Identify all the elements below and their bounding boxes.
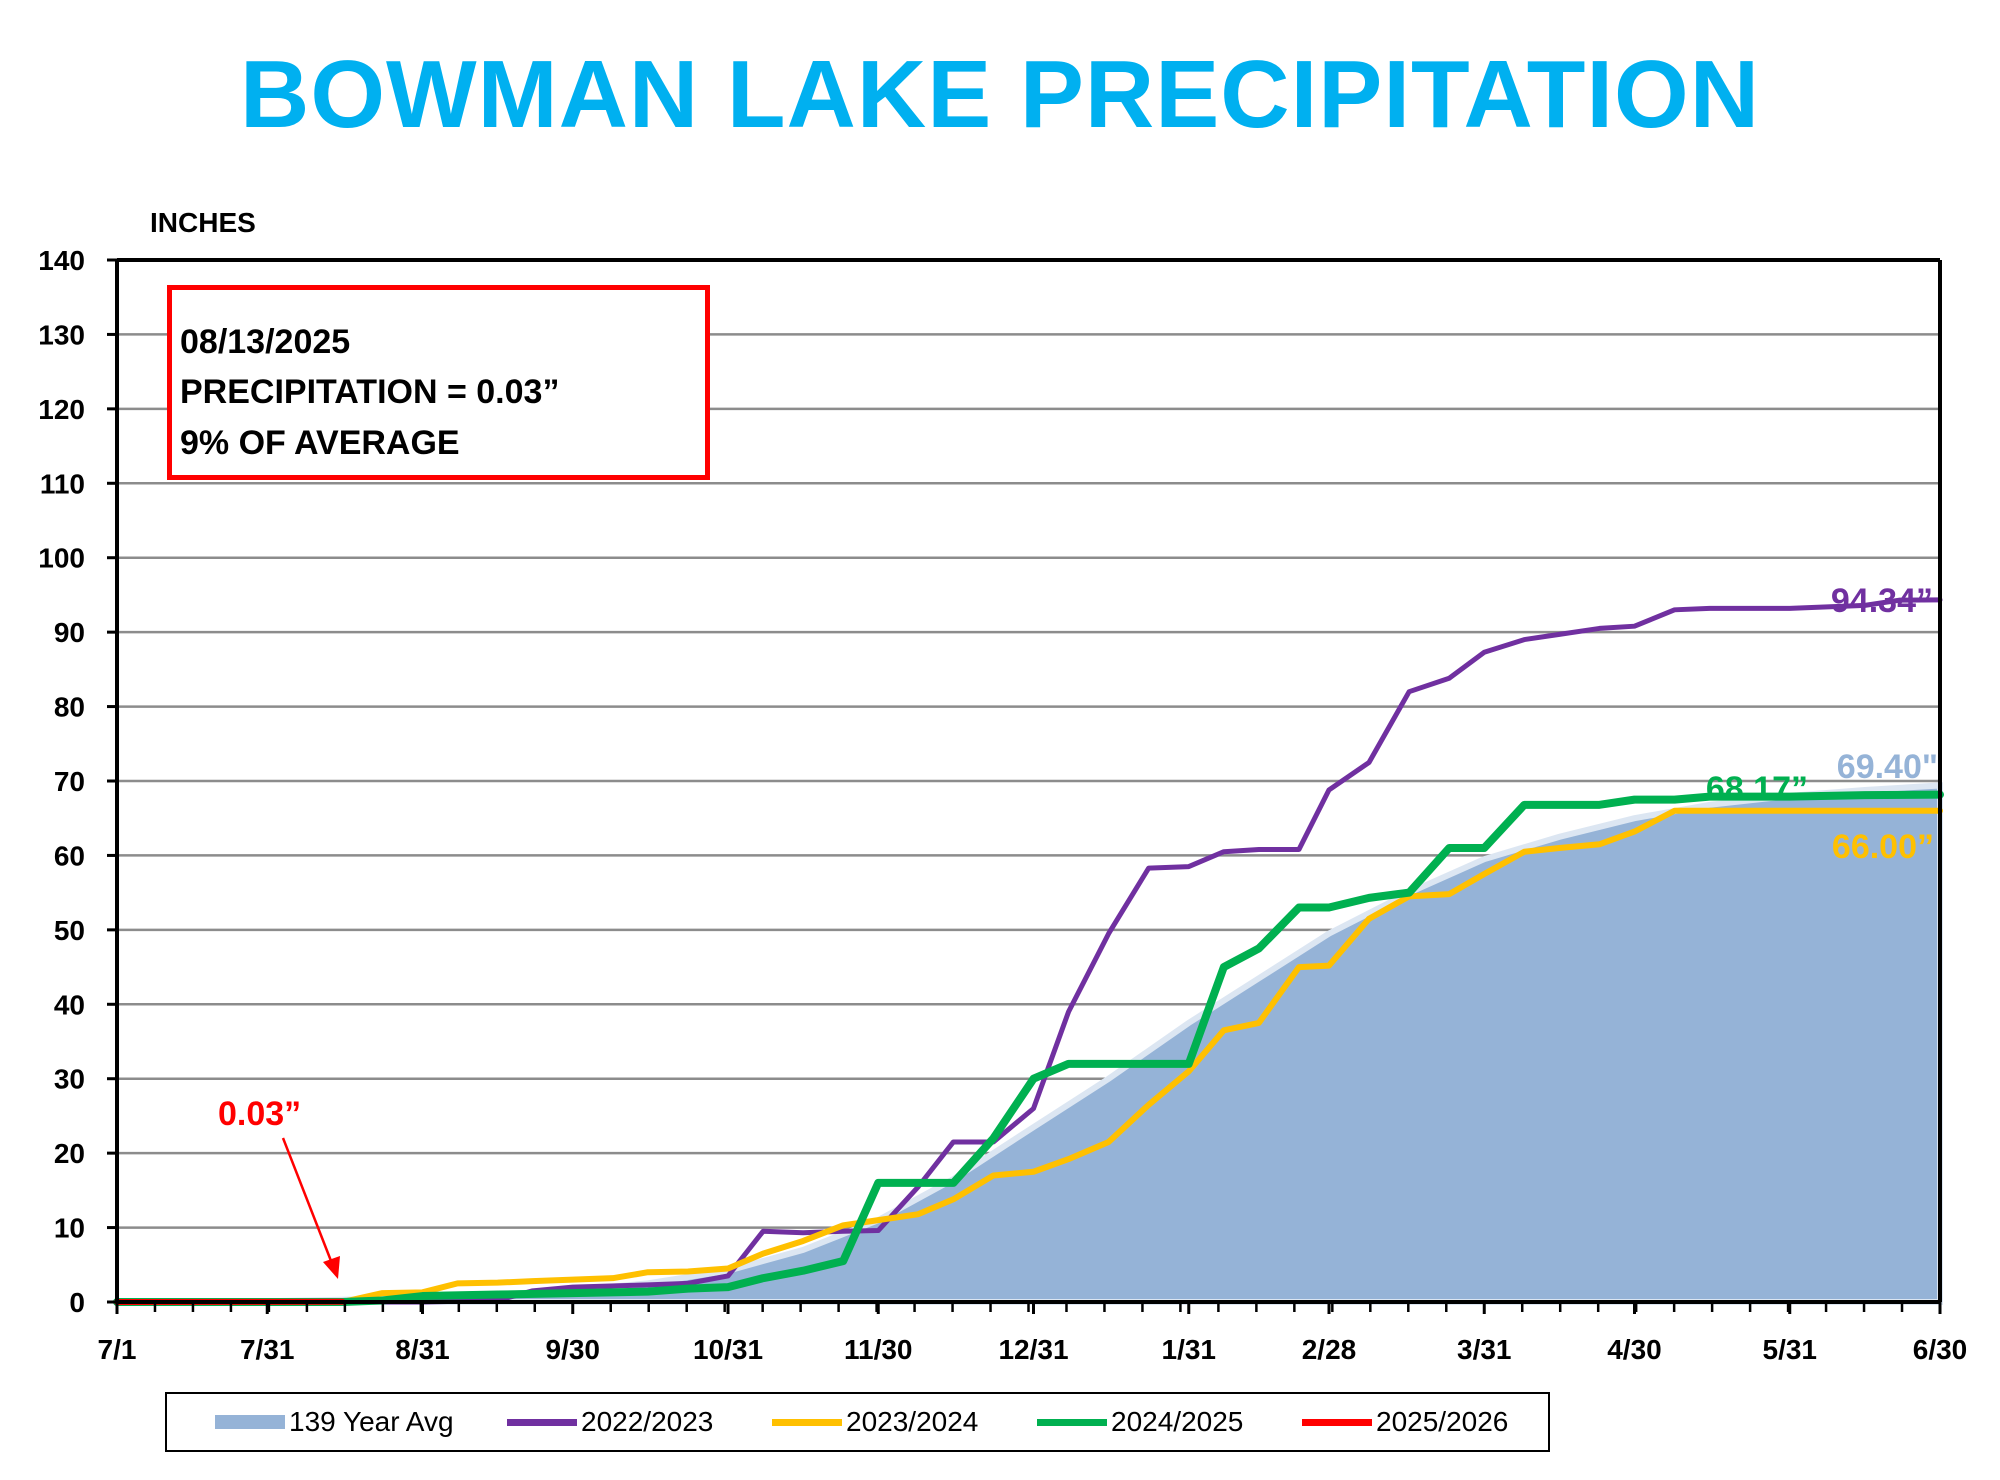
y-tick-label-140: 140 [38, 245, 85, 276]
legend-swatch [215, 1415, 285, 1429]
end-label-2023-2024: 66.00” [1832, 828, 1934, 866]
legend-label: 2024/2025 [1111, 1406, 1244, 1437]
x-tick-label-2-28: 2/28 [1302, 1334, 1357, 1365]
x-tick-label-4-30: 4/30 [1607, 1334, 1662, 1365]
y-tick-label-110: 110 [40, 468, 85, 499]
y-tick-label-100: 100 [38, 543, 85, 574]
legend-swatch [507, 1418, 577, 1426]
annotation-arrowhead-icon [323, 1256, 340, 1279]
y-tick-label-120: 120 [38, 394, 85, 425]
y-tick-label-80: 80 [54, 692, 85, 723]
legend-item-139-Year-Avg: 139 Year Avg [215, 1394, 454, 1450]
legend-item-2025-2026: 2025/2026 [1302, 1394, 1508, 1450]
y-axis-unit-label: INCHES [150, 207, 256, 238]
legend-label: 2022/2023 [581, 1406, 714, 1437]
y-tick-label-60: 60 [54, 840, 85, 871]
legend-swatch [1302, 1418, 1372, 1426]
area-layer [116, 782, 1943, 1305]
x-tick-label-7-31: 7/31 [240, 1334, 295, 1365]
y-tick-label-0: 0 [69, 1287, 85, 1318]
y-tick-label-70: 70 [54, 766, 85, 797]
x-tick-label-5-31: 5/31 [1763, 1334, 1818, 1365]
info-box: 08/13/2025 PRECIPITATION = 0.03” 9% OF A… [167, 285, 710, 480]
y-tick-label-30: 30 [54, 1064, 85, 1095]
legend: 139 Year Avg 2022/2023 2023/2024 2024/2025 2… [165, 1392, 1550, 1452]
info-percent-of-average: 9% OF AVERAGE [180, 424, 460, 462]
legend-item-2024-2025: 2024/2025 [1037, 1394, 1243, 1450]
y-tick-label-20: 20 [54, 1138, 85, 1169]
info-precipitation: PRECIPITATION = 0.03” [180, 373, 560, 411]
legend-label: 2023/2024 [846, 1406, 979, 1437]
legend-item-2023-2024: 2023/2024 [772, 1394, 978, 1450]
label-layer: 69.40" 94.34” 66.00” 68.17” [1706, 582, 1938, 866]
annotation-value-label: 0.03” [218, 1095, 301, 1133]
series-line-2024-2025 [113, 790, 1944, 1306]
axis-layer: 0 10 20 30 40 50 60 70 80 90 100 110 120 130 140 7/1 7/3… [38, 245, 1967, 1365]
y-tick-label-50: 50 [54, 915, 85, 946]
legend-label: 2025/2026 [1376, 1406, 1509, 1437]
y-tick-label-40: 40 [54, 989, 85, 1020]
x-tick-label-12-31: 12/31 [998, 1334, 1068, 1365]
series-line-2022-2023 [114, 597, 1943, 1305]
x-tick-label-7-1: 7/1 [98, 1334, 137, 1365]
x-tick-label-11-30: 11/30 [844, 1334, 913, 1365]
y-tick-label-10: 10 [54, 1213, 85, 1244]
x-tick-label-1-31: 1/31 [1162, 1334, 1217, 1365]
legend-swatch [1037, 1418, 1107, 1426]
annotation-layer: 0.03” [218, 1095, 340, 1279]
x-tick-label-8-31: 8/31 [395, 1334, 450, 1365]
x-tick-label-10-31: 10/31 [693, 1334, 763, 1365]
end-label-139-Year-Avg: 69.40" [1837, 748, 1938, 786]
series-line-2023-2024 [114, 807, 1943, 1305]
info-date: 08/13/2025 [180, 323, 351, 361]
x-tick-label-6-30: 6/30 [1913, 1334, 1968, 1365]
x-tick-label-3-31: 3/31 [1457, 1334, 1512, 1365]
legend-swatch [772, 1418, 842, 1426]
x-tick-label-9-30: 9/30 [546, 1334, 601, 1365]
end-label-2022-2023: 94.34” [1831, 582, 1933, 620]
y-tick-label-90: 90 [54, 617, 85, 648]
legend-label: 139 Year Avg [289, 1406, 454, 1437]
series-area-139-year-avg [116, 782, 1943, 1305]
legend-item-2022-2023: 2022/2023 [507, 1394, 713, 1450]
end-label-2024-2025: 68.17” [1706, 770, 1808, 808]
y-tick-label-130: 130 [38, 319, 85, 350]
page-title: BOWMAN LAKE PRECIPITATION [239, 41, 1761, 148]
annotation-arrow [281, 1137, 335, 1267]
